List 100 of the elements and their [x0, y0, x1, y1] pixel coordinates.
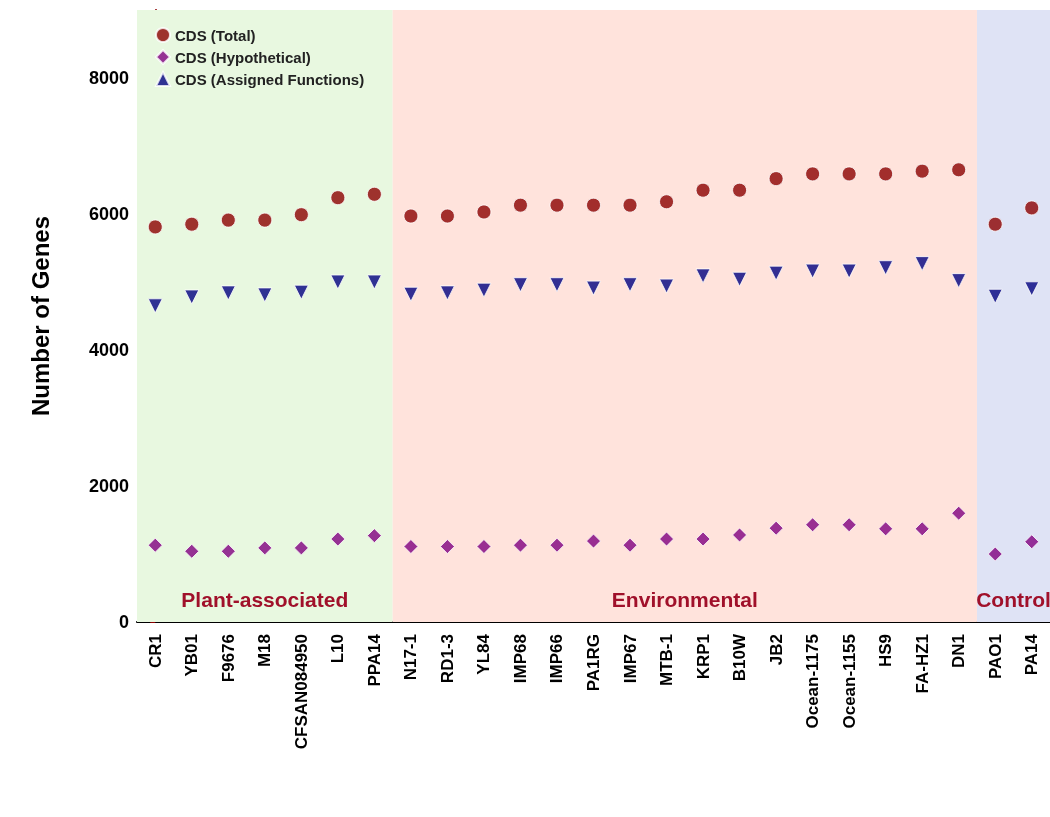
- point: [293, 207, 309, 223]
- point: [732, 271, 748, 287]
- x-tick-label: IMP67: [620, 634, 640, 684]
- point: [951, 273, 967, 289]
- x-tick-label: Ocean-1155: [839, 634, 859, 729]
- point: [476, 282, 492, 298]
- point: [147, 537, 163, 553]
- point: [622, 537, 638, 553]
- point: [878, 166, 894, 182]
- point: [1024, 534, 1040, 550]
- point: [659, 194, 675, 210]
- point: [403, 208, 419, 224]
- y-tick-label: 8000: [88, 68, 129, 88]
- point: [293, 284, 309, 300]
- x-tick-label: CR1: [145, 634, 165, 669]
- x-tick-label: B10W: [730, 633, 750, 682]
- point: [695, 182, 711, 198]
- point: [184, 289, 200, 305]
- point: [512, 537, 528, 553]
- point: [732, 182, 748, 198]
- point: [878, 260, 894, 276]
- y-tick-label: 6000: [88, 204, 129, 224]
- band-label: Control: [976, 588, 1050, 611]
- y-tick-label: 0: [118, 612, 129, 632]
- point: [220, 285, 236, 301]
- x-tick-label: PA1RG: [584, 634, 603, 692]
- point: [805, 263, 821, 279]
- band-label: Plant-associated: [181, 588, 349, 611]
- point: [1024, 200, 1040, 216]
- point: [293, 540, 309, 556]
- point: [1024, 281, 1040, 297]
- point: [768, 171, 784, 187]
- point: [549, 277, 565, 293]
- legend-label: CDS (Hypothetical): [175, 48, 311, 66]
- x-tick-label: IMP66: [547, 634, 567, 684]
- point: [439, 539, 455, 555]
- point: [987, 288, 1003, 304]
- point: [622, 277, 638, 293]
- point: [403, 286, 419, 302]
- point: [878, 521, 894, 537]
- point: [147, 219, 163, 235]
- y-tick-label: 4000: [88, 340, 129, 360]
- x-tick-label: YB01: [182, 634, 202, 677]
- legend-label: CDS (Assigned Functions): [175, 70, 365, 88]
- legend-label: CDS (Total): [175, 26, 256, 44]
- band-label: Environmental: [611, 588, 758, 611]
- point: [512, 197, 528, 213]
- x-tick-label: MTB-1: [657, 634, 677, 686]
- x-tick-label: F9676: [218, 634, 238, 683]
- x-tick-label: L10: [328, 634, 348, 664]
- point: [220, 212, 236, 228]
- point: [439, 285, 455, 301]
- point: [695, 268, 711, 284]
- x-tick-label: M18: [255, 634, 275, 668]
- point: [220, 543, 236, 559]
- point: [184, 216, 200, 232]
- point: [951, 505, 967, 521]
- x-tick-label: RD1-3: [437, 634, 457, 684]
- x-tick-label: Ocean-1175: [803, 634, 823, 729]
- point: [987, 546, 1003, 562]
- point: [330, 274, 346, 290]
- x-tick-label: PA14: [1022, 633, 1042, 676]
- point: [914, 256, 930, 272]
- x-tick-label: HS9: [876, 634, 896, 668]
- point: [841, 517, 857, 533]
- x-tick-label: DN1: [949, 634, 969, 669]
- point: [257, 212, 273, 228]
- point: [512, 277, 528, 293]
- point: [914, 163, 930, 179]
- point: [366, 274, 382, 290]
- point: [695, 531, 711, 547]
- point: [439, 208, 455, 224]
- point: [366, 528, 382, 544]
- x-tick-label: PPA14: [364, 633, 384, 687]
- point: [366, 186, 382, 202]
- point: [184, 543, 200, 559]
- x-tick-label: CFSAN084950: [291, 634, 311, 750]
- point: [586, 280, 601, 296]
- point: [549, 537, 565, 553]
- point: [659, 278, 675, 294]
- point: [257, 540, 273, 556]
- x-tick-label: IMP68: [510, 634, 530, 684]
- point: [951, 162, 967, 178]
- point: [147, 298, 163, 314]
- point: [914, 521, 930, 537]
- point: [549, 197, 565, 213]
- x-tick-label: KRP1: [693, 634, 713, 680]
- point: [476, 539, 492, 555]
- point: [622, 197, 638, 213]
- x-tick-label: N17-1: [401, 634, 421, 681]
- point: [586, 533, 601, 549]
- x-tick-label: FA-HZ1: [912, 634, 932, 694]
- point: [330, 190, 346, 206]
- point: [805, 166, 821, 182]
- y-tick-label: 2000: [88, 476, 129, 496]
- point: [257, 287, 273, 303]
- x-tick-label: PAO1: [985, 634, 1005, 680]
- point: [586, 197, 601, 213]
- point: [841, 166, 857, 182]
- point: [841, 263, 857, 279]
